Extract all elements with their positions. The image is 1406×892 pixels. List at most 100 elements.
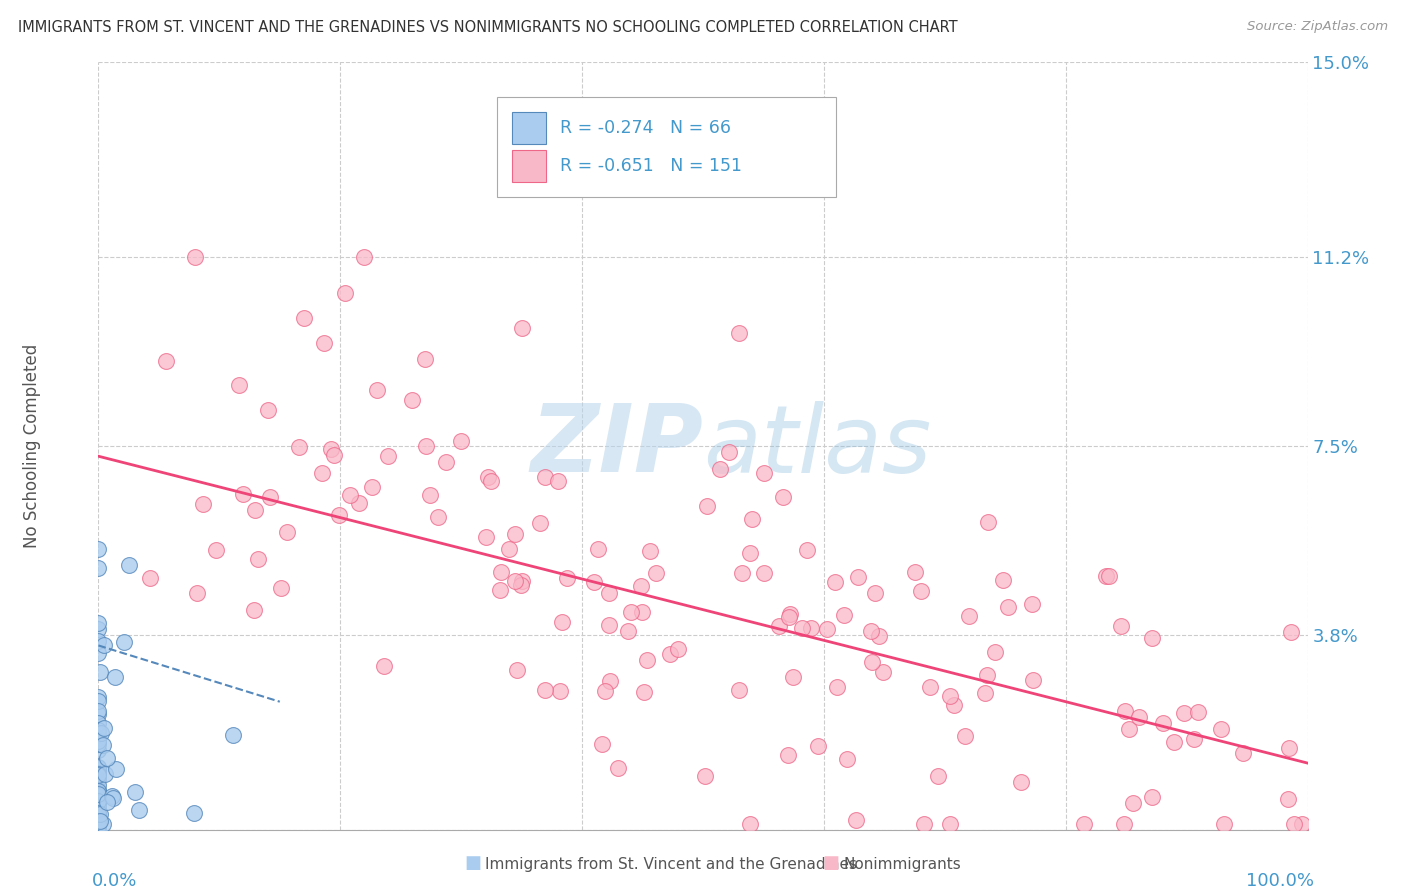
- Point: [105, 762, 128, 776]
- Point: [658, 647, 681, 661]
- Point: [366, 383, 388, 397]
- Point: [620, 605, 643, 619]
- Point: [87, 814, 110, 828]
- Point: [87, 798, 110, 813]
- Point: [128, 803, 150, 817]
- Point: [959, 608, 981, 623]
- Point: [807, 739, 830, 753]
- Point: [555, 571, 578, 585]
- Point: [993, 573, 1015, 587]
- Point: [87, 737, 110, 751]
- Point: [328, 508, 350, 523]
- Point: [977, 516, 1000, 530]
- Point: [415, 439, 437, 453]
- Point: [863, 586, 886, 600]
- Point: [450, 434, 472, 448]
- Point: [347, 496, 370, 510]
- Point: [718, 445, 741, 459]
- Point: [815, 622, 838, 636]
- Point: [912, 817, 935, 831]
- Point: [918, 680, 941, 694]
- Point: [87, 734, 110, 748]
- Point: [91, 738, 114, 752]
- Point: [800, 621, 823, 635]
- Point: [529, 516, 551, 530]
- Text: R = -0.651   N = 151: R = -0.651 N = 151: [561, 157, 742, 175]
- Point: [582, 574, 605, 589]
- Point: [548, 684, 571, 698]
- Point: [1291, 817, 1313, 831]
- Point: [426, 509, 449, 524]
- Point: [112, 635, 135, 649]
- Point: [270, 581, 292, 595]
- Point: [860, 655, 883, 669]
- Point: [666, 642, 689, 657]
- Point: [87, 768, 110, 782]
- Point: [778, 610, 800, 624]
- Point: [638, 544, 661, 558]
- Point: [222, 728, 245, 742]
- Point: [87, 782, 110, 797]
- Point: [776, 747, 799, 762]
- Point: [434, 454, 457, 468]
- Point: [1140, 631, 1163, 645]
- FancyBboxPatch shape: [512, 150, 546, 182]
- Point: [475, 530, 498, 544]
- Point: [246, 552, 269, 566]
- Point: [118, 558, 141, 573]
- Point: [630, 579, 652, 593]
- Point: [87, 634, 110, 648]
- Point: [598, 618, 620, 632]
- Point: [1142, 789, 1164, 804]
- Point: [276, 525, 298, 540]
- Point: [752, 566, 775, 581]
- Text: ZIP: ZIP: [530, 400, 703, 492]
- Point: [89, 665, 111, 680]
- Point: [503, 527, 526, 541]
- Point: [93, 638, 115, 652]
- Point: [314, 336, 336, 351]
- Point: [709, 462, 731, 476]
- Point: [1182, 732, 1205, 747]
- Point: [1073, 817, 1095, 831]
- Point: [591, 737, 613, 751]
- Point: [976, 668, 998, 682]
- Point: [401, 393, 423, 408]
- Point: [752, 466, 775, 480]
- Point: [633, 685, 655, 699]
- Point: [1277, 741, 1299, 756]
- Point: [534, 683, 557, 698]
- Point: [243, 502, 266, 516]
- Point: [87, 772, 110, 787]
- Text: Source: ZipAtlas.com: Source: ZipAtlas.com: [1247, 20, 1388, 33]
- Point: [1173, 706, 1195, 720]
- Point: [87, 810, 110, 824]
- Point: [1152, 716, 1174, 731]
- Point: [1128, 710, 1150, 724]
- Point: [1232, 747, 1254, 761]
- Point: [1118, 722, 1140, 736]
- Point: [100, 789, 122, 804]
- Point: [292, 311, 315, 326]
- Point: [87, 561, 110, 575]
- Text: 100.0%: 100.0%: [1246, 871, 1313, 889]
- Point: [1212, 817, 1234, 831]
- Point: [256, 403, 278, 417]
- Point: [693, 769, 716, 783]
- Point: [87, 764, 110, 778]
- Point: [845, 813, 868, 827]
- Point: [103, 670, 125, 684]
- Point: [87, 779, 110, 793]
- Point: [984, 645, 1007, 659]
- Point: [87, 731, 110, 745]
- Point: [87, 646, 110, 660]
- Point: [87, 707, 110, 722]
- Point: [782, 670, 804, 684]
- FancyBboxPatch shape: [498, 97, 837, 197]
- Point: [1095, 569, 1118, 583]
- Point: [728, 683, 751, 698]
- Point: [599, 673, 621, 688]
- Point: [186, 586, 208, 600]
- Text: Immigrants from St. Vincent and the Grenadines: Immigrants from St. Vincent and the Gren…: [485, 857, 858, 872]
- Point: [87, 805, 110, 820]
